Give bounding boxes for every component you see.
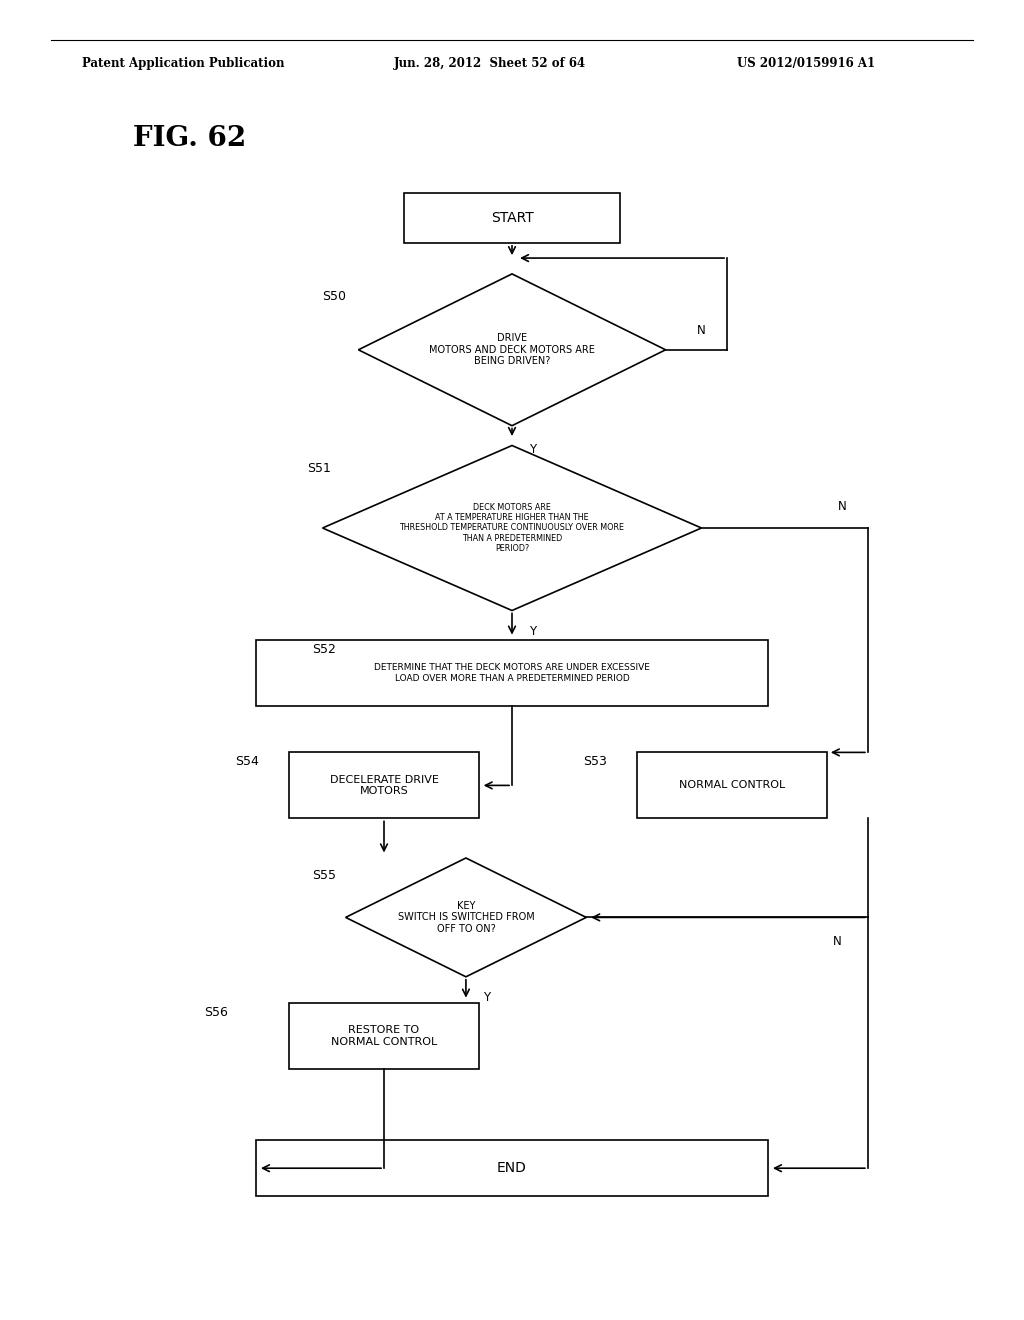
Text: N: N — [833, 935, 842, 948]
FancyBboxPatch shape — [637, 752, 826, 818]
Text: Y: Y — [529, 626, 536, 638]
Text: Y: Y — [529, 444, 536, 455]
Text: S50: S50 — [323, 290, 346, 304]
Polygon shape — [358, 275, 666, 425]
Text: DECELERATE DRIVE
MOTORS: DECELERATE DRIVE MOTORS — [330, 775, 438, 796]
Polygon shape — [346, 858, 586, 977]
Text: S55: S55 — [312, 869, 336, 882]
Text: S53: S53 — [583, 755, 606, 768]
Text: S54: S54 — [234, 755, 258, 768]
Text: S51: S51 — [307, 462, 331, 475]
Text: DRIVE
MOTORS AND DECK MOTORS ARE
BEING DRIVEN?: DRIVE MOTORS AND DECK MOTORS ARE BEING D… — [429, 333, 595, 367]
Text: Y: Y — [483, 991, 489, 1005]
FancyBboxPatch shape — [289, 1003, 478, 1069]
FancyBboxPatch shape — [256, 640, 768, 706]
Text: DECK MOTORS ARE
AT A TEMPERATURE HIGHER THAN THE
THRESHOLD TEMPERATURE CONTINUOU: DECK MOTORS ARE AT A TEMPERATURE HIGHER … — [399, 503, 625, 553]
Polygon shape — [323, 446, 701, 610]
Text: START: START — [490, 211, 534, 224]
Text: S56: S56 — [204, 1006, 227, 1019]
Text: Jun. 28, 2012  Sheet 52 of 64: Jun. 28, 2012 Sheet 52 of 64 — [394, 57, 587, 70]
Text: KEY
SWITCH IS SWITCHED FROM
OFF TO ON?: KEY SWITCH IS SWITCHED FROM OFF TO ON? — [397, 900, 535, 935]
Text: END: END — [497, 1162, 527, 1175]
Text: N: N — [838, 500, 847, 513]
Text: DETERMINE THAT THE DECK MOTORS ARE UNDER EXCESSIVE
LOAD OVER MORE THAN A PREDETE: DETERMINE THAT THE DECK MOTORS ARE UNDER… — [374, 664, 650, 682]
FancyBboxPatch shape — [289, 752, 478, 818]
Text: N: N — [697, 323, 706, 337]
FancyBboxPatch shape — [256, 1140, 768, 1196]
Text: S52: S52 — [312, 643, 336, 656]
Text: Patent Application Publication: Patent Application Publication — [82, 57, 285, 70]
Text: NORMAL CONTROL: NORMAL CONTROL — [679, 780, 785, 791]
FancyBboxPatch shape — [404, 193, 620, 243]
Text: RESTORE TO
NORMAL CONTROL: RESTORE TO NORMAL CONTROL — [331, 1026, 437, 1047]
Text: US 2012/0159916 A1: US 2012/0159916 A1 — [737, 57, 876, 70]
Text: FIG. 62: FIG. 62 — [133, 125, 247, 152]
